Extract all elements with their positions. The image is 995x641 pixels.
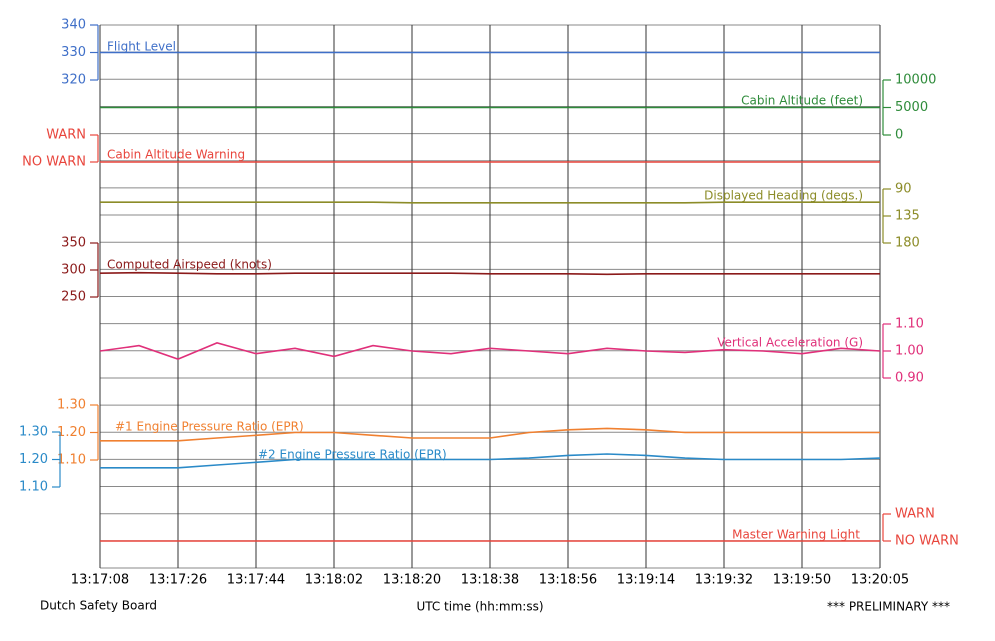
y-tick-label: 10000 (895, 73, 936, 88)
y-tick-label: 1.20 (19, 452, 48, 467)
y-tick-label: 135 (895, 209, 920, 224)
y-tick-label: WARN (895, 507, 935, 522)
x-tick-label: 13:20:05 (851, 573, 909, 588)
x-tick-label: 13:18:56 (539, 573, 597, 588)
series-label: #1 Engine Pressure Ratio (EPR) (115, 420, 304, 434)
x-tick-label: 13:18:38 (461, 573, 519, 588)
y-tick-label: NO WARN (22, 155, 86, 170)
series-line (100, 453, 881, 469)
x-tick-label: 13:18:20 (383, 573, 441, 588)
series-label: Cabin Altitude (feet) (741, 94, 863, 108)
y-tick-label: 1.10 (19, 480, 48, 495)
y-tick-label: 180 (895, 236, 920, 251)
x-tick-label: 13:19:50 (773, 573, 831, 588)
y-tick-label: 1.10 (895, 317, 924, 332)
series-label: Flight Level (107, 40, 176, 54)
series-label: #2 Engine Pressure Ratio (EPR) (258, 448, 447, 462)
series-label: Master Warning Light (732, 528, 860, 542)
y-tick-label: 300 (61, 263, 86, 278)
series-line (100, 427, 880, 442)
y-tick-label: 1.30 (19, 425, 48, 440)
series-label: Cabin Altitude Warning (107, 148, 245, 162)
series-line (99, 342, 881, 360)
y-tick-label: 330 (61, 45, 86, 60)
series-line (100, 201, 880, 204)
series-label: Displayed Heading (degs.) (704, 189, 863, 203)
y-tick-label: 90 (895, 182, 912, 197)
y-tick-label: 250 (61, 290, 86, 305)
x-tick-label: 13:19:32 (695, 573, 753, 588)
y-tick-label: 320 (61, 73, 86, 88)
x-tick-label: 13:17:44 (227, 573, 285, 588)
x-tick-label: 13:19:14 (617, 573, 675, 588)
series-label: Vertical Acceleration (G) (717, 336, 863, 350)
x-tick-label: 13:17:26 (149, 573, 207, 588)
y-tick-label: 350 (61, 236, 86, 251)
x-tick-label: 13:17:08 (71, 573, 129, 588)
y-tick-label: 5000 (895, 100, 928, 115)
y-tick-label: NO WARN (895, 534, 959, 549)
x-axis-label: UTC time (hh:mm:ss) (416, 600, 543, 614)
series-line (99, 271, 880, 276)
y-tick-label: WARN (46, 128, 86, 143)
y-tick-label: 1.30 (57, 398, 86, 413)
note: *** PRELIMINARY *** (827, 600, 950, 614)
y-tick-label: 340 (61, 18, 86, 33)
y-tick-label: 1.10 (57, 453, 86, 468)
y-tick-label: 0.90 (895, 371, 924, 386)
x-tick-label: 13:18:02 (305, 573, 363, 588)
series-label: Computed Airspeed (knots) (107, 258, 272, 272)
y-tick-label: 1.20 (57, 425, 86, 440)
source: Dutch Safety Board (40, 599, 157, 613)
y-tick-label: 1.00 (895, 344, 924, 359)
y-tick-label: 0 (895, 128, 903, 143)
